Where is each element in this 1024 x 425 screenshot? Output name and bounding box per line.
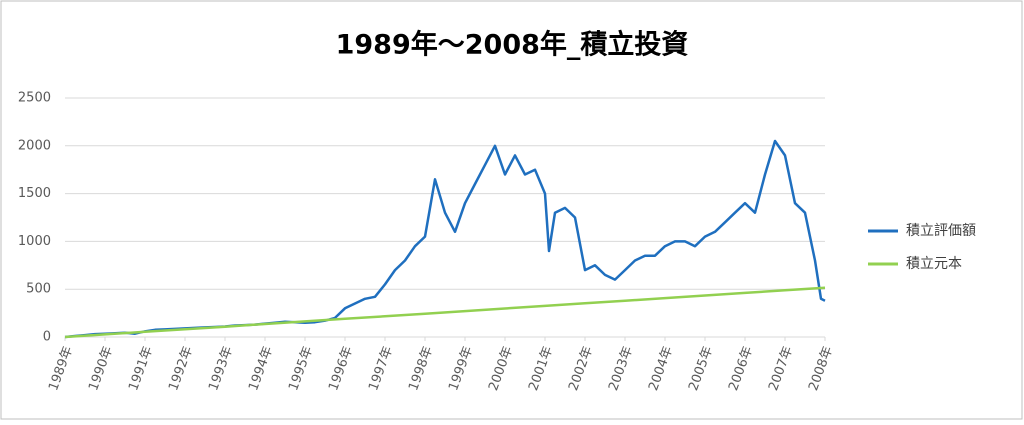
series-line (64, 286, 826, 339)
legend-label: 積立評価額 (906, 223, 976, 239)
legend-label: 積立元本 (906, 256, 962, 272)
y-tick-label: 2500 (18, 91, 51, 106)
y-tick-label: 2000 (18, 138, 51, 153)
y-tick-label: 500 (26, 282, 51, 297)
y-tick-label: 0 (43, 330, 51, 345)
y-tick-label: 1000 (18, 234, 51, 249)
chart-title: 1989年～2008年_積立投資 (336, 29, 689, 61)
y-tick-label: 1500 (18, 186, 51, 201)
